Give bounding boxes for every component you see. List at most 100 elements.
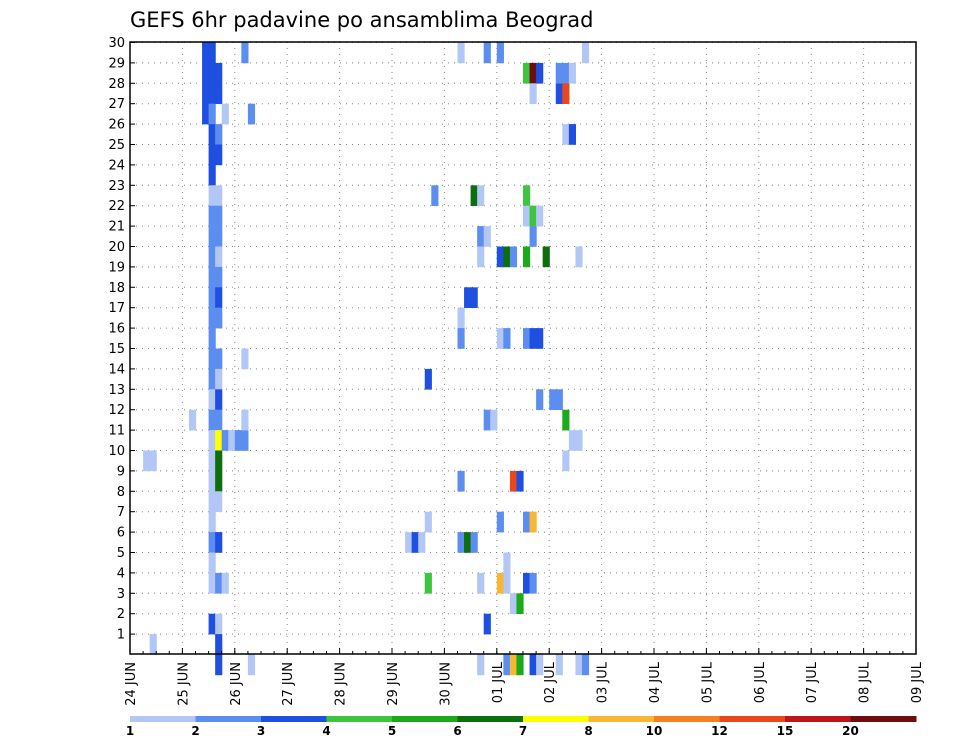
precip-cell xyxy=(509,593,518,614)
precip-cell xyxy=(536,62,544,84)
precip-cell xyxy=(208,62,216,84)
precip-cell xyxy=(575,246,583,268)
precip-cell xyxy=(208,613,216,635)
precip-cell xyxy=(208,368,216,390)
precip-cell xyxy=(215,287,223,308)
y-tick-label: 9 xyxy=(117,464,125,479)
precip-cell xyxy=(516,654,524,676)
colorbar-label: 12 xyxy=(711,724,728,738)
precip-cell xyxy=(208,164,216,186)
precip-cell xyxy=(477,246,485,268)
precip-cell xyxy=(503,654,511,676)
precip-cell xyxy=(202,103,210,125)
precip-cell xyxy=(509,246,518,268)
y-tick-label: 15 xyxy=(108,342,125,357)
colorbar-label: 2 xyxy=(191,724,199,738)
colorbar-label: 10 xyxy=(646,724,663,738)
precip-cell xyxy=(405,532,413,553)
precip-cell xyxy=(568,430,576,451)
precip-cell xyxy=(241,430,249,451)
precip-cell xyxy=(562,124,570,145)
x-tick-label: 06 JUL xyxy=(753,661,768,703)
x-tick-label: 03 JUL xyxy=(596,661,611,703)
colorbar-label: 20 xyxy=(842,724,859,738)
x-tick-label: 09 JUL xyxy=(910,661,925,703)
y-tick-label: 14 xyxy=(108,362,125,377)
x-tick-label: 28 JUN xyxy=(334,662,349,706)
x-tick-label: 07 JUL xyxy=(805,661,820,703)
precip-cell xyxy=(202,83,210,104)
y-tick-label: 11 xyxy=(108,424,125,439)
precip-cell xyxy=(215,532,223,553)
precip-cell xyxy=(241,42,249,64)
precip-cell xyxy=(568,124,576,145)
precip-cell xyxy=(208,450,216,472)
y-tick-label: 1 xyxy=(117,628,125,643)
y-tick-label: 2 xyxy=(117,607,125,622)
precip-cell xyxy=(562,83,570,104)
chart-title: GEFS 6hr padavine po ansamblima Beograd xyxy=(130,8,593,32)
colorbar-swatch xyxy=(326,716,393,722)
precip-cell xyxy=(529,572,537,594)
precip-cell xyxy=(208,389,216,410)
precip-cell xyxy=(247,654,256,676)
precip-cell xyxy=(208,266,216,288)
precip-cell xyxy=(457,307,465,329)
colorbar-label: 6 xyxy=(453,724,461,738)
precip-cell xyxy=(496,511,504,533)
precip-cell xyxy=(208,307,216,329)
precip-cell xyxy=(562,62,570,84)
precip-cell xyxy=(215,430,223,451)
precip-cell xyxy=(470,287,478,308)
precip-cell xyxy=(208,287,216,308)
precip-cell xyxy=(143,450,151,472)
x-tick-label: 26 JUN xyxy=(229,662,244,706)
precip-cell xyxy=(208,572,216,594)
colorbar-label: 1 xyxy=(126,724,134,738)
precip-cell xyxy=(188,409,197,431)
y-tick-label: 17 xyxy=(108,301,125,316)
precip-cell xyxy=(215,144,223,166)
precip-cell xyxy=(523,511,531,533)
precip-cell xyxy=(523,572,531,594)
y-axis: 1234567891011121314151617181920212223242… xyxy=(108,36,135,643)
precip-cell xyxy=(523,328,531,349)
precip-cell xyxy=(529,205,537,227)
precip-cell xyxy=(202,62,210,84)
precip-cell xyxy=(529,511,537,533)
precip-cell xyxy=(208,42,216,64)
y-tick-label: 13 xyxy=(108,383,125,398)
precip-cell xyxy=(215,634,223,655)
precip-cell xyxy=(457,42,465,64)
x-tick-label: 30 JUN xyxy=(438,662,453,706)
colorbar-label: 15 xyxy=(777,724,794,738)
precip-cell xyxy=(529,83,537,104)
precip-cell xyxy=(215,368,223,390)
precip-cell xyxy=(215,450,223,472)
precip-cell xyxy=(208,226,216,247)
precip-cell xyxy=(464,287,472,308)
precip-cell xyxy=(568,62,576,84)
precip-cell xyxy=(536,205,544,227)
colorbar-swatch xyxy=(392,716,458,722)
precip-cell xyxy=(215,348,223,370)
precip-cell xyxy=(529,654,537,676)
precip-cell xyxy=(581,654,590,676)
precip-cell xyxy=(503,328,511,349)
precip-cell xyxy=(234,430,242,451)
precip-cell xyxy=(483,226,491,247)
x-tick-label: 05 JUL xyxy=(700,661,715,703)
y-tick-label: 19 xyxy=(108,260,125,275)
precip-cell xyxy=(555,654,563,676)
precip-cell xyxy=(529,62,537,84)
data-cells xyxy=(143,42,590,676)
x-tick-label: 27 JUN xyxy=(281,662,296,706)
precip-cell xyxy=(523,205,531,227)
precip-cell xyxy=(581,42,590,64)
grid xyxy=(130,42,916,654)
precip-cell xyxy=(208,328,216,349)
precip-cell xyxy=(215,307,223,329)
y-tick-label: 7 xyxy=(117,505,125,520)
precip-cell xyxy=(215,409,223,431)
x-tick-label: 25 JUN xyxy=(176,662,191,706)
